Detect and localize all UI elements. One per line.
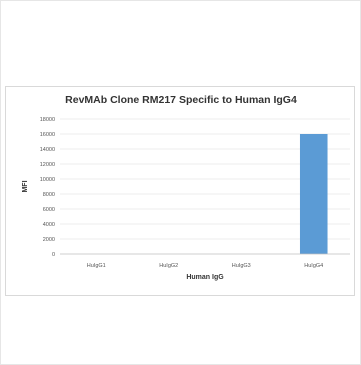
chart-panel: RevMAb Clone RM217 Specific to Human IgG… bbox=[5, 86, 355, 296]
y-tick-label: 4000 bbox=[43, 222, 55, 228]
bars bbox=[299, 134, 328, 254]
y-axis-ticks: 0 2000 4000 6000 8000 10000 12000 14000 16000 180… bbox=[40, 117, 55, 258]
x-tick-label: HuIgG1 bbox=[87, 263, 106, 269]
y-tick-label: 16000 bbox=[40, 132, 55, 138]
bar-huigg4 bbox=[299, 134, 328, 254]
y-tick-label: 18000 bbox=[40, 117, 55, 123]
y-axis-title: MFI bbox=[22, 180, 29, 192]
y-tick-label: 14000 bbox=[40, 147, 55, 153]
x-tick-label: HuIgG4 bbox=[304, 263, 323, 269]
y-tick-label: 12000 bbox=[40, 162, 55, 168]
y-tick-label: 6000 bbox=[43, 207, 55, 213]
x-tick-label: HuIgG2 bbox=[159, 263, 178, 269]
y-tick-label: 10000 bbox=[40, 177, 55, 183]
x-tick-label: HuIgG3 bbox=[232, 263, 251, 269]
chart-title: RevMAb Clone RM217 Specific to Human IgG… bbox=[65, 94, 297, 106]
bar-chart: RevMAb Clone RM217 Specific to Human IgG… bbox=[22, 94, 350, 281]
y-tick-label: 8000 bbox=[43, 192, 55, 198]
y-tick-label: 2000 bbox=[43, 237, 55, 243]
y-tick-label: 0 bbox=[52, 252, 55, 258]
x-axis-title: Human IgG bbox=[186, 274, 224, 281]
x-axis-categories: HuIgG1 HuIgG2 HuIgG3 HuIgG4 bbox=[87, 263, 323, 269]
